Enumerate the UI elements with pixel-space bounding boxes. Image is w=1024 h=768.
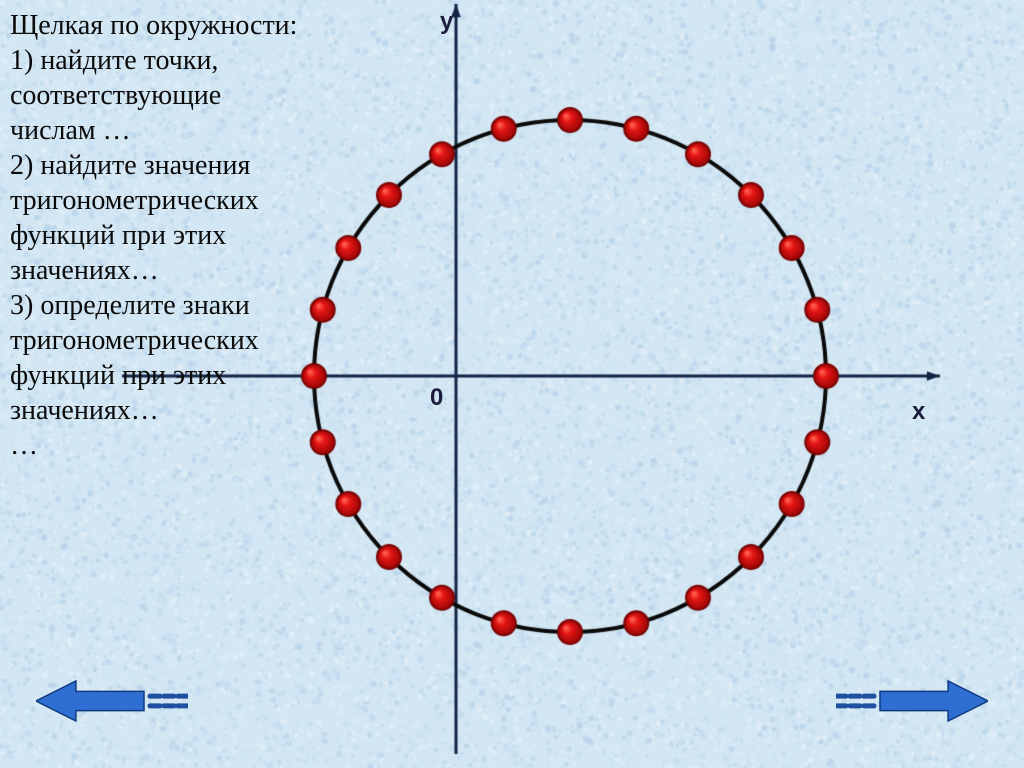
stage: Щелкая по окружности: 1) найдите точки, … bbox=[0, 0, 1024, 768]
axis-label-origin: 0 bbox=[430, 384, 443, 412]
instructions-item-1: 1) найдите точки, соответствующие числам… bbox=[10, 43, 300, 148]
axis-label-y: y bbox=[440, 8, 453, 36]
nav-prev-button[interactable] bbox=[36, 680, 188, 722]
instructions-text: Щелкая по окружности: 1) найдите точки, … bbox=[10, 8, 300, 463]
axis-label-x: x bbox=[912, 398, 925, 426]
instructions-intro: Щелкая по окружности: bbox=[10, 8, 300, 43]
instructions-item-2: 2) найдите значения тригонометрических ф… bbox=[10, 148, 300, 288]
instructions-item-3: 3) определите знаки тригонометрических ф… bbox=[10, 288, 300, 428]
instructions-trailing: … bbox=[10, 428, 300, 463]
nav-next-button[interactable] bbox=[836, 680, 988, 722]
